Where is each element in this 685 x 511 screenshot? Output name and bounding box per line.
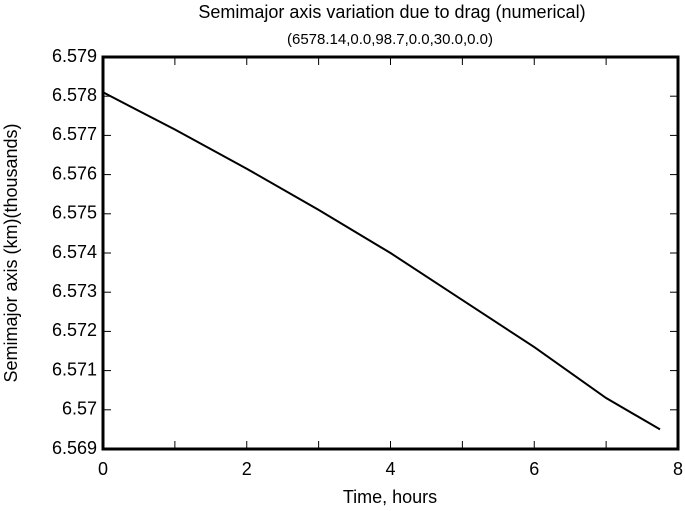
y-tick-label: 6.574	[52, 242, 97, 262]
y-tick-label: 6.577	[52, 124, 97, 144]
y-tick-label: 6.576	[52, 163, 97, 183]
chart-subtitle: (6578.14,0.0,98.7,0.0,30.0,0.0)	[287, 31, 493, 48]
y-tick-label: 6.578	[52, 85, 97, 105]
data-line	[102, 91, 661, 431]
x-axis-label: Time, hours	[343, 487, 437, 507]
y-tick-label: 6.573	[52, 281, 97, 301]
x-tick-label: 4	[385, 459, 395, 479]
y-tick-label: 6.572	[52, 320, 97, 340]
x-tick-label: 2	[242, 459, 252, 479]
y-tick-label: 6.569	[52, 438, 97, 458]
chart-title: Semimajor axis variation due to drag (nu…	[198, 2, 585, 22]
y-axis-label: Semimajor axis (km)(thousands)	[1, 123, 21, 382]
y-tick-label: 6.575	[52, 203, 97, 223]
x-tick-label: 0	[98, 459, 108, 479]
y-tick-label: 6.571	[52, 359, 97, 379]
y-tick-label: 6.579	[52, 46, 97, 66]
x-tick-label: 6	[529, 459, 539, 479]
x-tick-label: 8	[673, 459, 683, 479]
y-tick-label: 6.57	[62, 399, 97, 419]
